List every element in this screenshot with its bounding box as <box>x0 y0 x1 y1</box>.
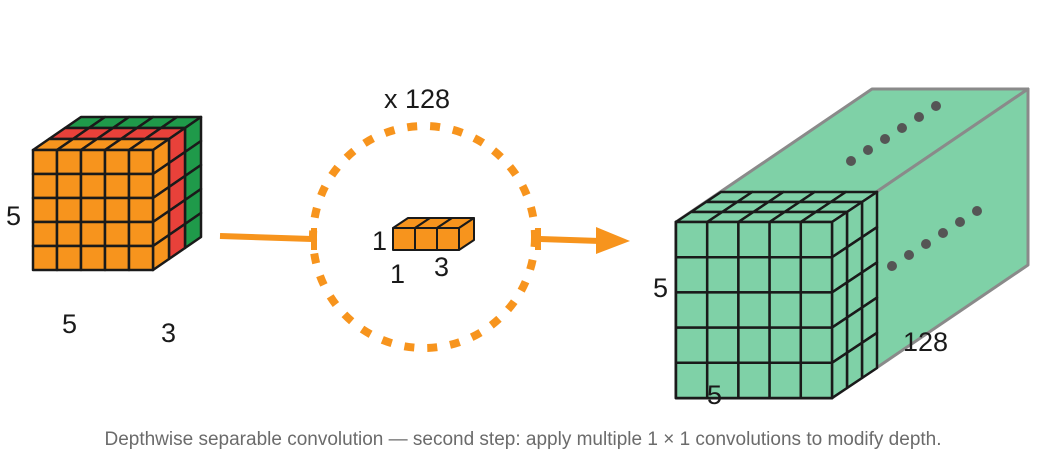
input-front-cell <box>31 220 59 248</box>
kernel-width-label: 1 <box>390 259 405 289</box>
channel-ellipsis-dot <box>921 239 931 249</box>
output-front-cell <box>705 326 740 365</box>
input-front-cell <box>103 244 131 272</box>
output-front-cell <box>674 291 709 329</box>
output-front-cell <box>737 291 771 329</box>
input-front-cell <box>79 172 107 200</box>
input-front-cell <box>103 196 131 224</box>
output-front-cell <box>737 220 771 259</box>
output-front-cell <box>799 361 834 400</box>
kernel-front-cell <box>392 227 416 251</box>
output-front-cell <box>768 255 803 294</box>
output-front-cell <box>799 220 834 259</box>
output-front-cell <box>737 326 771 365</box>
output-feature-map-block <box>674 87 1030 400</box>
input-front-cell <box>127 244 155 272</box>
input-front-cell <box>103 172 131 200</box>
input-front-cell <box>127 148 155 176</box>
channel-ellipsis-dot <box>931 101 941 111</box>
input-front-cell <box>127 220 155 248</box>
channel-ellipsis-dot <box>972 206 982 216</box>
kernel-front-cell <box>414 227 438 251</box>
input-front-cell <box>79 220 107 248</box>
kernel-front-cell <box>436 227 460 251</box>
kernel-1x1x3-block <box>392 217 475 251</box>
kernel-height-label: 1 <box>372 226 387 256</box>
output-front-cell <box>737 255 771 294</box>
output-front-cell <box>799 326 834 365</box>
input-to-kernel-connector <box>219 228 317 250</box>
output-front-cell <box>768 361 803 400</box>
kernel-count-label: x 128 <box>384 84 450 114</box>
input-front-cell <box>103 148 131 176</box>
output-front-cell <box>674 326 709 365</box>
input-front-cell <box>103 220 131 248</box>
output-front-cell <box>799 291 834 329</box>
arrow-head-icon <box>596 227 630 254</box>
input-front-cell <box>55 196 83 224</box>
output-front-cell <box>768 220 803 259</box>
input-feature-map-block <box>31 115 203 272</box>
input-front-cell <box>31 172 59 200</box>
output-front-cell <box>737 361 771 400</box>
input-front-cell <box>31 196 59 224</box>
output-front-cell <box>768 291 803 329</box>
output-front-cell <box>799 255 834 294</box>
channel-ellipsis-dot <box>887 261 897 271</box>
channel-ellipsis-dot <box>904 250 914 260</box>
channel-ellipsis-dot <box>897 123 907 133</box>
channel-ellipsis-dot <box>914 112 924 122</box>
input-height-label: 5 <box>6 201 21 231</box>
input-depth-label: 3 <box>161 318 176 348</box>
output-front-cell <box>705 255 740 294</box>
output-front-cell <box>705 220 740 259</box>
input-width-label: 5 <box>62 309 77 339</box>
input-front-cell <box>55 220 83 248</box>
output-height-label: 5 <box>653 273 668 303</box>
output-front-cell <box>674 255 709 294</box>
channel-ellipsis-dot <box>863 145 873 155</box>
output-front-cell <box>768 326 803 365</box>
kernel-to-output-arrow <box>535 227 630 254</box>
output-depth-label: 128 <box>903 327 948 357</box>
input-front-cell <box>55 148 83 176</box>
input-front-cell <box>55 172 83 200</box>
channel-ellipsis-dot <box>955 217 965 227</box>
input-front-cell <box>127 196 155 224</box>
diagram-canvas: 5 5 3 x 128 1 1 3 5 5 128 <box>6 84 1030 410</box>
channel-ellipsis-dot <box>938 228 948 238</box>
channel-ellipsis-dot <box>880 134 890 144</box>
output-width-label: 5 <box>707 380 722 410</box>
channel-ellipsis-dot <box>846 156 856 166</box>
output-front-cell <box>674 220 709 259</box>
input-front-cell <box>79 148 107 176</box>
input-front-cell <box>79 196 107 224</box>
kernel-depth-label: 3 <box>434 252 449 282</box>
input-front-cell <box>127 172 155 200</box>
input-front-cell <box>55 244 83 272</box>
input-front-cell <box>79 244 107 272</box>
figure-caption: Depthwise separable convolution — second… <box>104 429 942 450</box>
input-front-cell <box>31 148 59 176</box>
output-front-cell <box>674 361 709 400</box>
output-front-cell <box>705 291 740 329</box>
input-front-cell <box>31 244 59 272</box>
